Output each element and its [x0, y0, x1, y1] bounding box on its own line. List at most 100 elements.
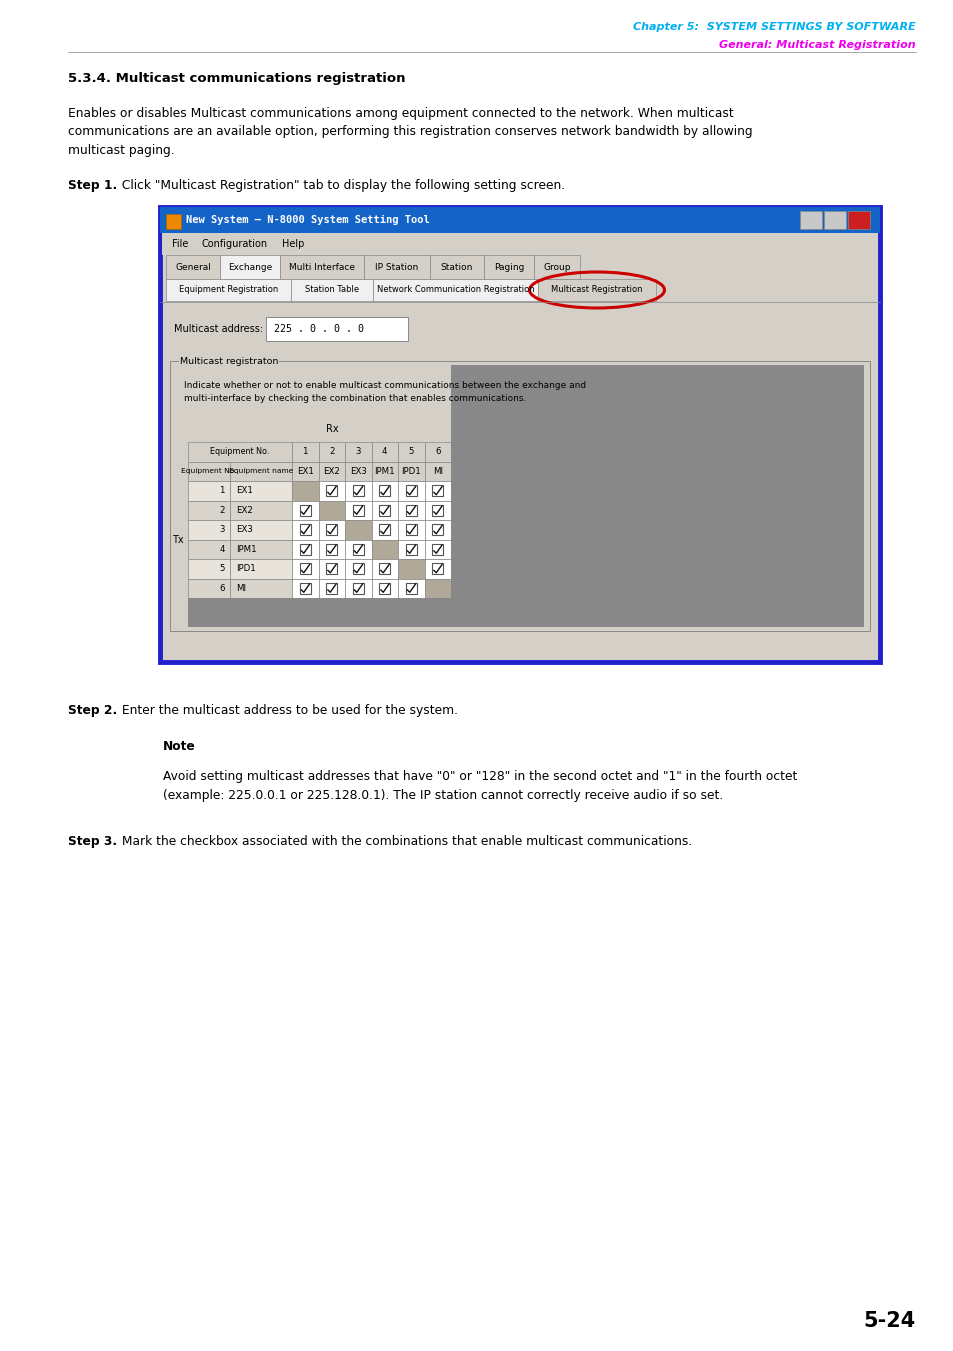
Bar — [424, 500, 451, 520]
Text: EX2: EX2 — [323, 466, 340, 476]
Text: MI: MI — [433, 466, 442, 476]
Bar — [160, 207, 879, 232]
Text: 5.3.4. Multicast communications registration: 5.3.4. Multicast communications registra… — [68, 72, 405, 85]
Text: Exchange: Exchange — [228, 262, 272, 272]
Bar — [397, 578, 424, 598]
Text: Tx: Tx — [172, 535, 184, 544]
Bar — [188, 462, 230, 481]
Bar — [318, 442, 345, 462]
Text: Note: Note — [163, 740, 195, 753]
Text: Step 1.: Step 1. — [68, 178, 117, 192]
Bar — [534, 255, 579, 280]
Bar — [318, 578, 345, 598]
Bar — [318, 559, 345, 578]
Text: IPM1: IPM1 — [235, 544, 256, 554]
Bar — [188, 598, 292, 627]
Bar — [371, 462, 397, 481]
Text: IPD1: IPD1 — [235, 565, 255, 573]
Bar — [379, 505, 390, 516]
Bar — [424, 578, 451, 598]
Bar — [291, 280, 373, 301]
Bar — [432, 485, 443, 496]
Bar — [353, 563, 363, 574]
Bar — [299, 543, 311, 555]
Text: General: Multicast Registration: General: Multicast Registration — [719, 41, 915, 50]
Bar — [451, 442, 863, 598]
Bar — [292, 559, 318, 578]
Bar — [299, 524, 311, 535]
Bar — [292, 442, 318, 462]
Text: 4: 4 — [381, 447, 387, 457]
Text: Enter the multicast address to be used for the system.: Enter the multicast address to be used f… — [118, 704, 457, 717]
Bar — [230, 462, 292, 481]
Bar — [188, 578, 230, 598]
Bar — [345, 442, 371, 462]
Bar — [424, 442, 451, 462]
Bar — [299, 563, 311, 574]
Bar — [230, 578, 292, 598]
Bar — [823, 211, 845, 230]
Text: 5: 5 — [408, 447, 414, 457]
Bar — [371, 559, 397, 578]
Bar — [292, 520, 318, 539]
Bar — [220, 255, 280, 280]
Text: EX3: EX3 — [350, 466, 366, 476]
Bar — [397, 442, 424, 462]
Bar — [397, 481, 424, 500]
Text: 2: 2 — [219, 505, 225, 515]
Text: IPD1: IPD1 — [401, 466, 420, 476]
Bar — [371, 520, 397, 539]
Bar — [353, 582, 363, 593]
Bar — [371, 481, 397, 500]
Text: EX2: EX2 — [235, 505, 253, 515]
Bar — [405, 505, 416, 516]
Text: 225 . 0 . 0 . 0: 225 . 0 . 0 . 0 — [274, 324, 364, 334]
Bar — [371, 442, 397, 462]
Bar — [379, 582, 390, 593]
Text: Network Communication Registration: Network Communication Registration — [376, 285, 534, 295]
Bar — [432, 505, 443, 516]
Bar — [424, 559, 451, 578]
Bar — [230, 539, 292, 559]
Bar — [424, 539, 451, 559]
Bar — [432, 563, 443, 574]
Text: Multicast Registration: Multicast Registration — [551, 285, 642, 295]
Bar — [170, 361, 869, 631]
Bar — [405, 543, 416, 555]
Bar — [318, 520, 345, 539]
Bar — [326, 582, 337, 593]
Text: EX1: EX1 — [235, 486, 253, 496]
Bar — [364, 255, 430, 280]
Bar — [188, 559, 230, 578]
Text: MI: MI — [235, 584, 246, 593]
Text: Avoid setting multicast addresses that have "0" or "128" in the second octet and: Avoid setting multicast addresses that h… — [163, 770, 797, 801]
Bar — [326, 485, 337, 496]
Text: 4: 4 — [219, 544, 225, 554]
Bar — [353, 505, 363, 516]
Bar — [345, 559, 371, 578]
Bar — [280, 255, 364, 280]
Bar — [432, 524, 443, 535]
Bar — [166, 213, 181, 230]
Bar — [424, 481, 451, 500]
Bar — [379, 524, 390, 535]
Text: Multicast address:: Multicast address: — [173, 324, 263, 334]
Bar — [373, 280, 537, 301]
Text: Equipment Registration: Equipment Registration — [179, 285, 278, 295]
Bar — [326, 543, 337, 555]
Bar — [397, 539, 424, 559]
Text: EX3: EX3 — [235, 526, 253, 534]
Bar — [430, 255, 483, 280]
Bar — [353, 543, 363, 555]
Bar — [397, 500, 424, 520]
Text: 6: 6 — [219, 584, 225, 593]
Bar — [162, 232, 877, 255]
Text: New System – N-8000 System Setting Tool: New System – N-8000 System Setting Tool — [186, 215, 429, 226]
Bar — [397, 520, 424, 539]
Bar — [371, 539, 397, 559]
Bar — [166, 255, 220, 280]
Bar — [483, 255, 534, 280]
Text: EX1: EX1 — [296, 466, 314, 476]
Text: Help: Help — [282, 239, 304, 249]
Bar — [432, 543, 443, 555]
